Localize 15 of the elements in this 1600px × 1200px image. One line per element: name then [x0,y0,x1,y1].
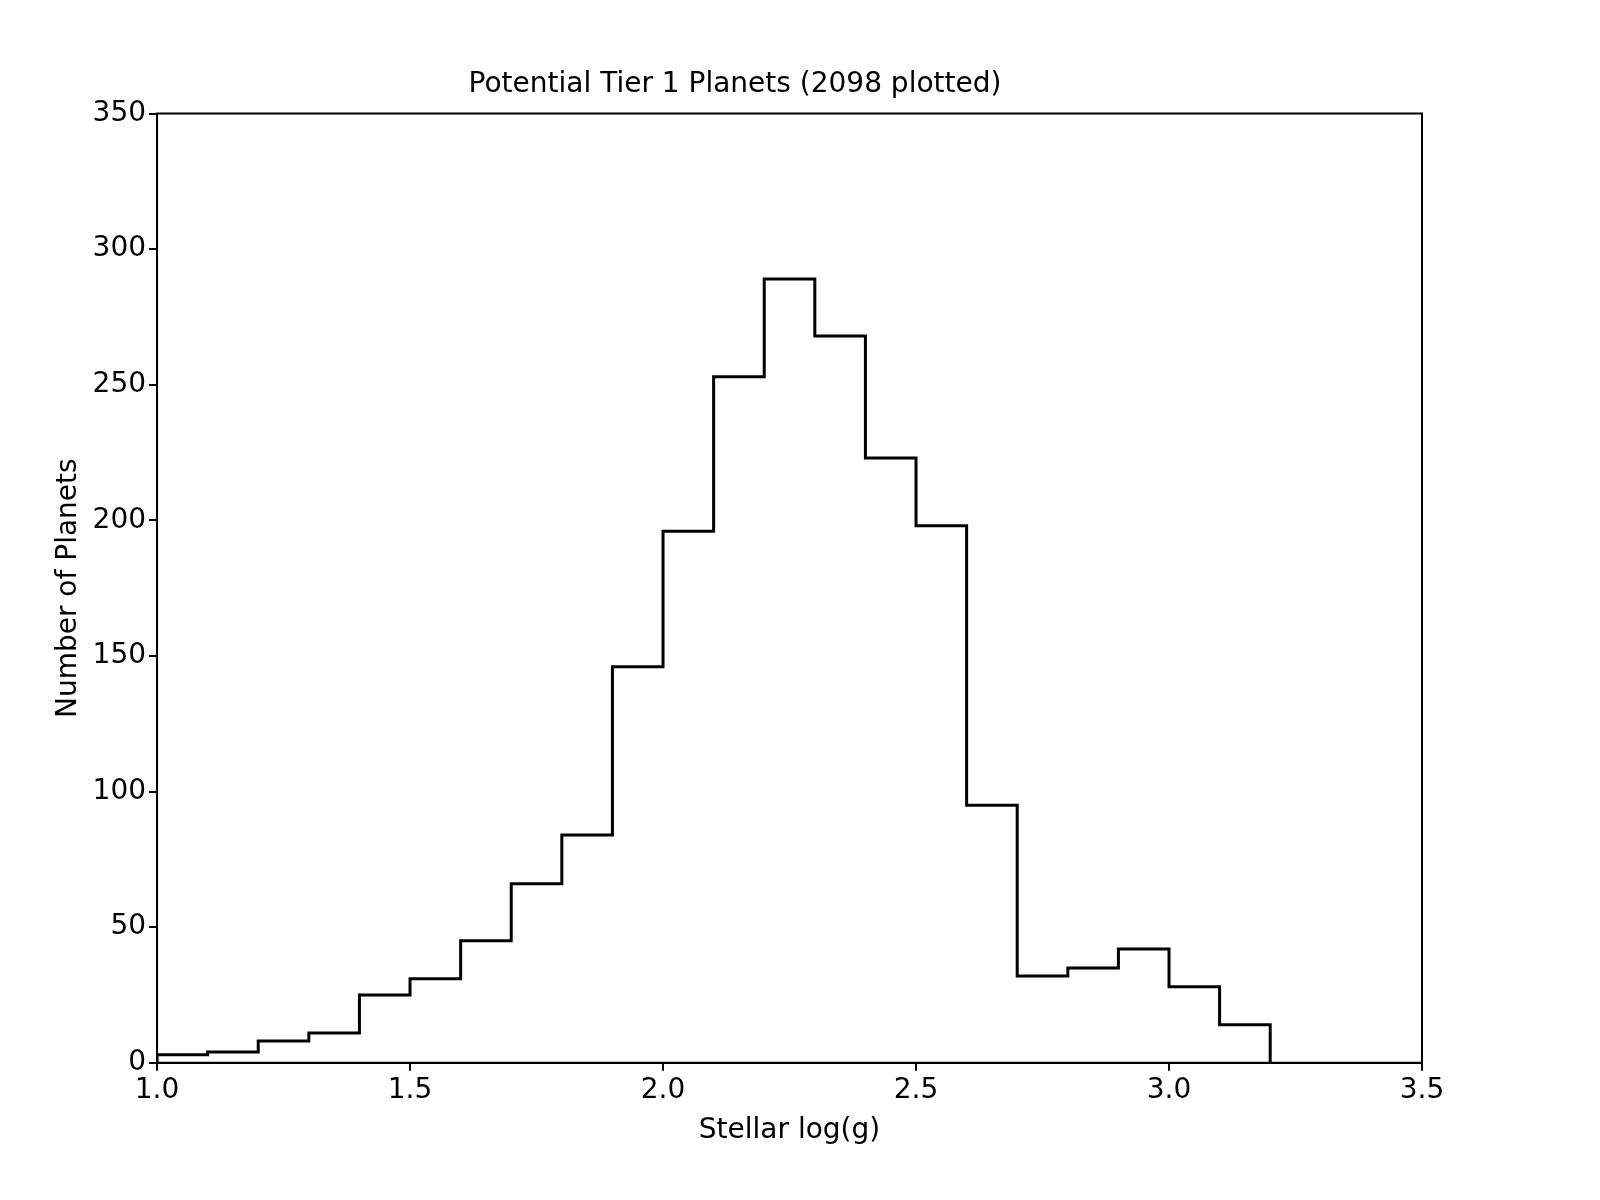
y-tick-label: 350 [92,94,147,128]
y-axis-title: Number of Planets [50,458,84,719]
y-tick-label: 200 [92,501,147,535]
x-tick-label: 3.0 [1146,1071,1192,1105]
chart-title: Potential Tier 1 Planets (2098 plotted) [468,66,1002,100]
x-tick-label: 3.5 [1399,1071,1445,1105]
y-tick-label: 100 [92,772,147,806]
y-tick-label: 250 [92,366,147,400]
y-tick-label: 300 [92,230,147,264]
x-axis-title: Stellar log(g) [698,1112,881,1146]
x-tick-label: 2.5 [893,1071,939,1105]
x-tick-label: 1.5 [387,1071,433,1105]
y-tick-label: 150 [92,637,147,671]
x-tick-label: 2.0 [640,1071,686,1105]
y-tick-label: 50 [110,908,147,942]
